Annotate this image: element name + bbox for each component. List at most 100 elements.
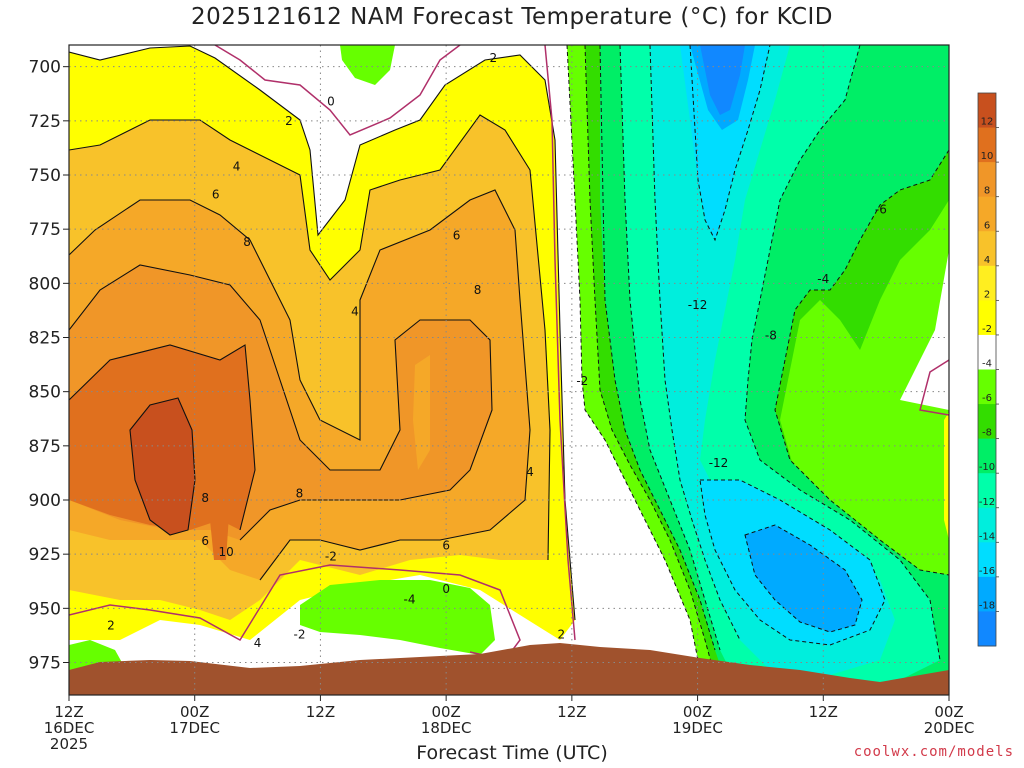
contour-label: 4 [233,159,241,173]
contour-m6c [599,45,716,651]
x-tick-label: 00Z [431,703,460,721]
colorbar-label: -12 [979,497,995,508]
colorbar-label: -6 [982,393,992,404]
contour-label: -2 [325,549,337,563]
colorbar-segment [978,473,996,509]
y-tick-label: 775 [29,220,61,240]
contour-label: 6 [453,229,461,243]
contour-label: 2 [285,114,293,128]
x-tick-label: 00Z [934,703,963,721]
colorbar-label: -4 [982,359,992,370]
contour-label: 4 [351,305,359,319]
x-tick-label: 17DEC [169,719,220,737]
plot-frame [68,44,950,696]
contour-m14c-lower [744,524,863,633]
y-tick-label: 875 [29,437,61,457]
contour-label: 2 [489,51,497,65]
x-tick-label: 12Z [809,703,838,721]
colorbar-label: 4 [984,255,990,266]
contour-label: 6 [212,188,220,202]
field-m4c-pocket-low [300,580,495,655]
colorbar-segment [978,265,996,301]
colorbar-label: -18 [979,600,995,611]
colorbar-segment [978,231,996,267]
colorbar-segment [978,611,996,647]
contour-0c-lower [69,564,521,661]
contour-6c [69,189,531,581]
contour-label: -12 [709,456,729,470]
contour-label: 2 [558,627,566,641]
grid [69,45,949,695]
x-axis-label: Forecast Time (UTC) [416,742,608,764]
field-m18c-region [700,45,745,115]
field-m16c-region [690,45,862,632]
contour-label: 8 [474,283,482,297]
x-tick-label: 12Z [54,703,83,721]
x-tick-label: 12Z [306,703,335,721]
contour-m6c-right [774,149,949,576]
colorbar-label: 10 [981,151,994,162]
x-tick-label: 00Z [683,703,712,721]
contour-label: -4 [403,593,415,607]
field-yellow-strip-right [944,412,949,540]
x-tick-label: 19DEC [672,719,723,737]
contour-4c [69,114,551,561]
contour-label: 4 [526,465,534,479]
y-tick-label: 825 [29,329,61,349]
contour-m4c [584,45,721,695]
y-tick-label: 750 [29,166,61,186]
contour-label: 0 [442,582,450,596]
contour-labels: 2 0 2 4 6 6 8 8 4 -12 -4 -8 -6 -2 -12 4 8 8 6 10 6 -2 0 -4 2 4 -2 2 [107,51,887,650]
colorbar: 12 10 8 6 4 2 -2 -4 -6 -8 -10 -12 -14 -16 -18 [977,92,999,647]
x-tick-label: 00Z [180,703,209,721]
contour-label: 8 [243,235,251,249]
colorbar-segment [978,127,996,163]
colorbar-segment [978,438,996,474]
colorbar-label: -2 [982,324,992,335]
y-tick-label: 950 [29,599,61,619]
contour-label: 10 [219,545,234,559]
contour-m12c-lower [699,479,886,646]
y-tick-label: 975 [29,654,61,674]
colorbar-segment [978,196,996,232]
contour-label: -4 [817,272,829,286]
contour-label: 2 [107,619,115,633]
y-tick-label: 850 [29,383,61,403]
temperature-field [69,45,949,695]
colorbar-label: -10 [979,462,995,473]
colorbar-label: -14 [979,531,995,542]
contour-label: 4 [254,636,262,650]
field-12c-region [130,398,195,535]
x-tick-label: 12Z [557,703,586,721]
contour-label: -8 [765,328,777,342]
colorbar-segment [978,369,996,405]
chart-title: 2025121612 NAM Forecast Temperature (°C)… [190,4,833,30]
contour-label: 8 [296,487,304,501]
field-m14c-region [680,45,885,645]
x-tick-label: 2025 [50,735,88,753]
colorbar-segment [978,334,996,370]
contour-m2c [566,45,701,671]
contour-label: -6 [875,203,887,217]
contour-0c-far-right [919,359,949,416]
y-tick-label: 700 [29,58,61,78]
y-tick-label: 925 [29,545,61,565]
colorbar-segment [978,404,996,440]
x-tick-label: 16DEC [44,719,95,737]
terrain-ground [69,643,949,695]
colorbar-segment [978,162,996,198]
contour-label: 6 [442,539,450,553]
contour-label: -2 [576,374,588,388]
contour-label: 6 [201,534,209,548]
x-tick-label: 18DEC [421,719,472,737]
contour-m10c [649,45,741,641]
contour-10c [69,344,256,531]
colorbar-label: 2 [984,289,990,300]
colorbar-segment [978,507,996,543]
contour-0c-upper [214,45,461,136]
y-axis: 700 725 750 775 800 825 850 875 900 925 950 975 [29,58,69,674]
colorbar-label: -8 [982,428,992,439]
colorbar-label: 8 [984,186,990,197]
